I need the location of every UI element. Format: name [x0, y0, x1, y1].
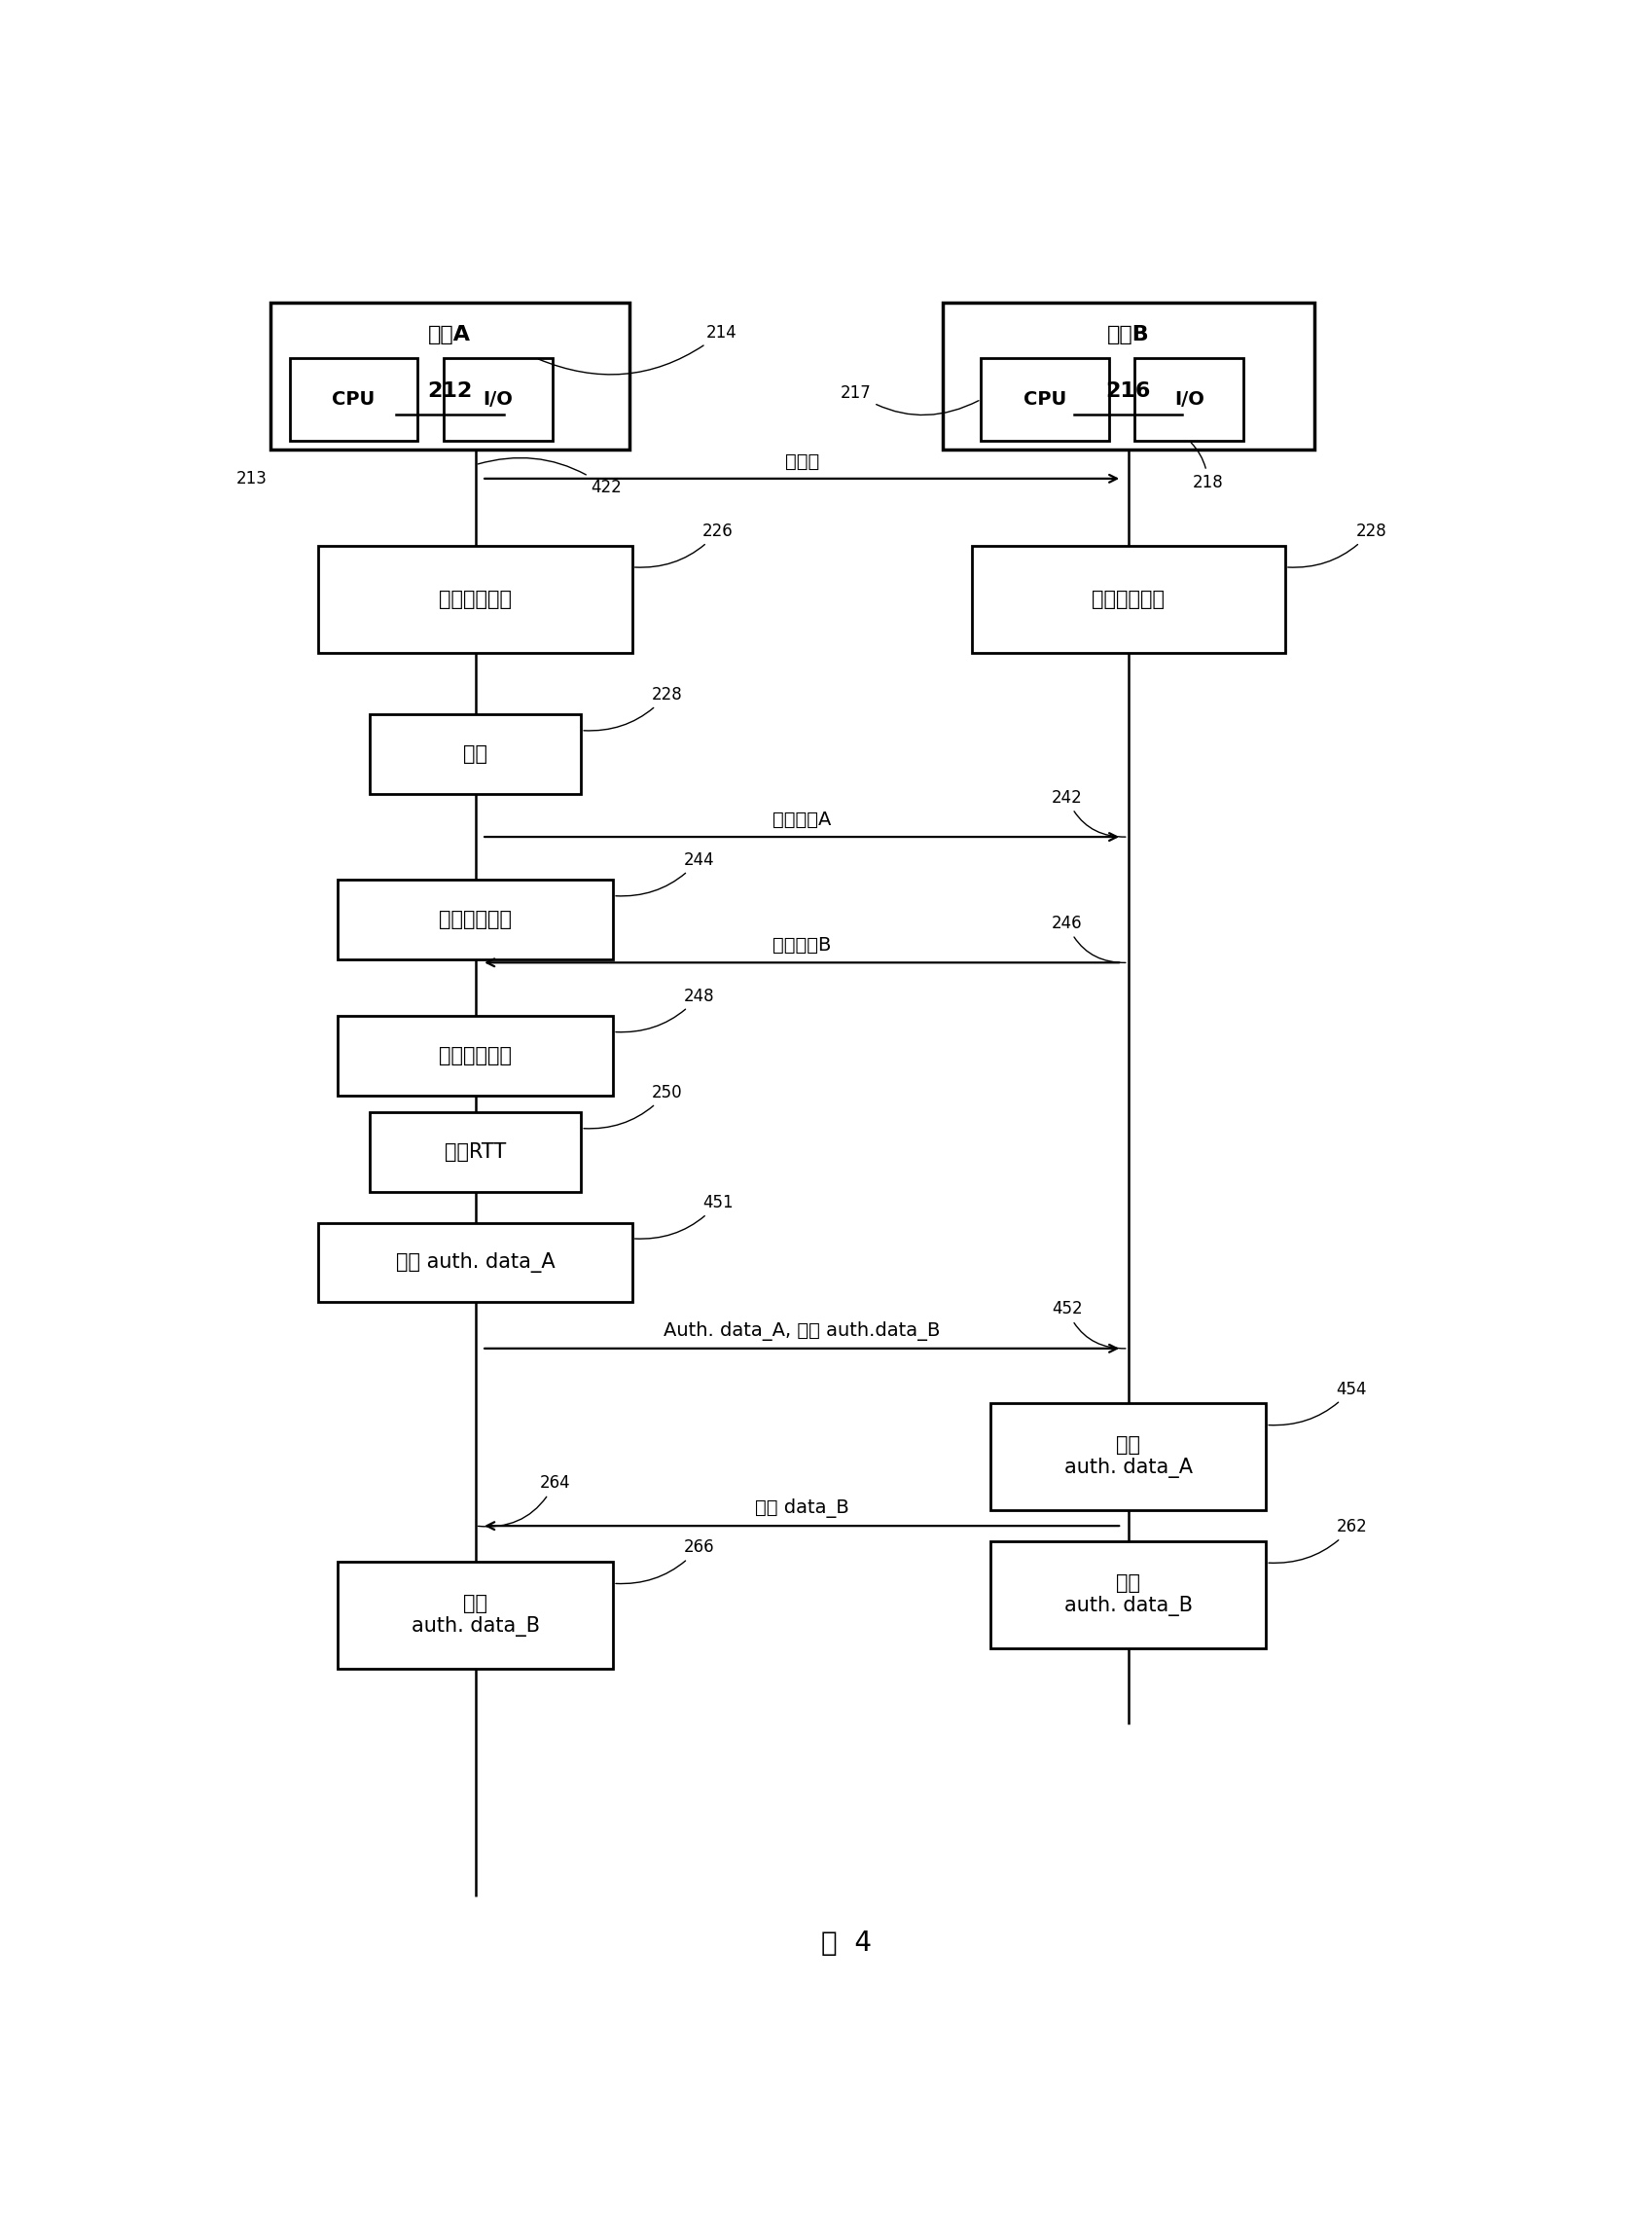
- Text: 248: 248: [616, 987, 714, 1031]
- Text: 等待: 等待: [463, 745, 487, 763]
- Text: 检验
auth. data_B: 检验 auth. data_B: [411, 1595, 540, 1637]
- Text: 451: 451: [634, 1195, 733, 1239]
- Text: 216: 216: [1105, 380, 1151, 400]
- Text: 242: 242: [1051, 790, 1125, 837]
- Bar: [943, 302, 1313, 450]
- Bar: [981, 358, 1108, 441]
- Text: 250: 250: [583, 1083, 682, 1130]
- Text: 228: 228: [1289, 523, 1386, 568]
- Bar: [971, 546, 1285, 653]
- Bar: [271, 302, 629, 450]
- Text: 244: 244: [616, 850, 714, 897]
- Bar: [319, 546, 633, 653]
- Bar: [443, 358, 552, 441]
- Text: 计算密码元素: 计算密码元素: [439, 588, 512, 608]
- Text: I/O: I/O: [1175, 389, 1204, 409]
- Text: 266: 266: [616, 1539, 714, 1584]
- Text: 218: 218: [1191, 443, 1222, 492]
- Bar: [337, 879, 613, 960]
- Text: 213: 213: [236, 470, 268, 488]
- Text: I/O: I/O: [482, 389, 512, 409]
- Text: 检验
auth. data_A: 检验 auth. data_A: [1064, 1436, 1193, 1479]
- Text: CPU: CPU: [332, 389, 375, 409]
- Bar: [319, 1224, 633, 1302]
- Text: Auth. data_A, 发送 auth.data_B: Auth. data_A, 发送 auth.data_B: [664, 1322, 940, 1340]
- Bar: [1135, 358, 1244, 441]
- Text: 212: 212: [428, 380, 472, 400]
- Text: 密码元素B: 密码元素B: [773, 935, 831, 955]
- Text: 228: 228: [583, 687, 682, 731]
- Text: 设备B: 设备B: [1107, 324, 1150, 344]
- Text: 图  4: 图 4: [821, 1928, 872, 1957]
- Text: 设备A: 设备A: [428, 324, 471, 344]
- Text: 217: 217: [841, 385, 978, 416]
- Text: 密码元素A: 密码元素A: [773, 810, 831, 830]
- Text: 264: 264: [477, 1474, 570, 1526]
- Bar: [337, 1016, 613, 1096]
- Bar: [991, 1541, 1265, 1649]
- Bar: [370, 714, 582, 794]
- Bar: [289, 358, 418, 441]
- Bar: [991, 1403, 1265, 1510]
- Text: 计算密码元素: 计算密码元素: [1092, 588, 1165, 608]
- Text: 计算 auth. data_A: 计算 auth. data_A: [396, 1253, 555, 1273]
- Bar: [337, 1561, 613, 1669]
- Text: CPU: CPU: [1024, 389, 1067, 409]
- Text: 注释接收时间: 注释接收时间: [439, 1047, 512, 1065]
- Bar: [370, 1112, 582, 1192]
- Text: 246: 246: [1051, 915, 1125, 962]
- Text: 验证 data_B: 验证 data_B: [755, 1499, 849, 1519]
- Text: 计算
auth. data_B: 计算 auth. data_B: [1064, 1573, 1193, 1617]
- Text: 计算RTT: 计算RTT: [444, 1143, 506, 1161]
- Text: 454: 454: [1269, 1380, 1366, 1425]
- Text: 422: 422: [477, 459, 621, 497]
- Text: 226: 226: [634, 523, 733, 568]
- Text: 214: 214: [539, 324, 737, 374]
- Text: 新测量: 新测量: [785, 452, 819, 470]
- Text: 452: 452: [1051, 1300, 1125, 1349]
- Text: 262: 262: [1269, 1519, 1368, 1564]
- Text: 注释发送时间: 注释发送时间: [439, 910, 512, 928]
